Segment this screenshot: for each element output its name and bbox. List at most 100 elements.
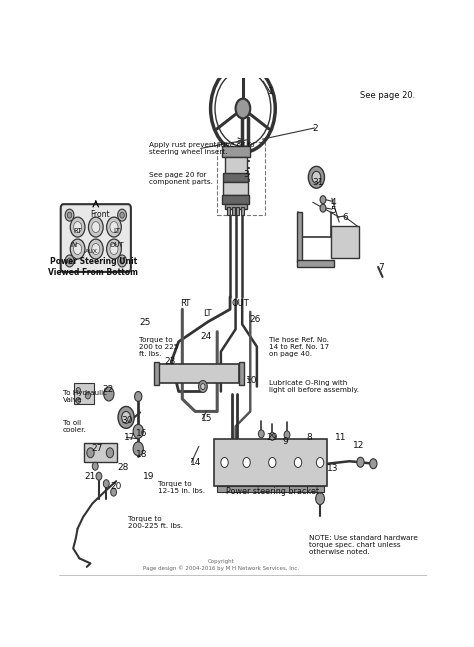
- Text: 16: 16: [136, 430, 147, 439]
- Circle shape: [107, 217, 121, 237]
- Text: See page 20 for
component parts.: See page 20 for component parts.: [149, 171, 213, 185]
- Bar: [222, 195, 249, 204]
- Text: NOTE: Use standard hardware
torque spec. chart unless
otherwise noted.: NOTE: Use standard hardware torque spec.…: [309, 535, 418, 555]
- Bar: [225, 204, 246, 209]
- Circle shape: [118, 406, 134, 428]
- Circle shape: [110, 488, 117, 496]
- Text: 27: 27: [91, 444, 103, 454]
- Text: OUT: OUT: [231, 299, 249, 308]
- Circle shape: [320, 204, 326, 212]
- Circle shape: [135, 391, 142, 401]
- Bar: [297, 212, 302, 262]
- Circle shape: [370, 459, 377, 468]
- Text: To oil
cooler.: To oil cooler.: [63, 420, 87, 433]
- Text: 4: 4: [330, 198, 336, 206]
- Text: Torque to
200-225 ft. lbs.: Torque to 200-225 ft. lbs.: [128, 516, 183, 529]
- Circle shape: [92, 462, 98, 470]
- Text: 1: 1: [268, 87, 273, 96]
- Text: 25: 25: [139, 318, 151, 327]
- Bar: [154, 362, 159, 384]
- Text: 5: 5: [330, 206, 336, 215]
- Text: RT: RT: [73, 228, 82, 234]
- FancyBboxPatch shape: [61, 204, 131, 272]
- Circle shape: [133, 424, 143, 438]
- Bar: [232, 207, 235, 215]
- Circle shape: [236, 99, 250, 118]
- Circle shape: [120, 212, 124, 218]
- Circle shape: [284, 431, 290, 439]
- Text: OUT: OUT: [109, 241, 124, 248]
- Circle shape: [118, 255, 127, 267]
- Circle shape: [96, 472, 102, 480]
- Text: 31: 31: [313, 178, 324, 187]
- Text: LT: LT: [114, 228, 121, 234]
- Text: 19: 19: [143, 472, 155, 481]
- Circle shape: [294, 457, 301, 468]
- Circle shape: [92, 243, 100, 254]
- Text: 29: 29: [267, 433, 278, 442]
- Text: 2: 2: [313, 124, 319, 133]
- Text: 28: 28: [117, 463, 128, 472]
- Circle shape: [76, 397, 81, 404]
- Text: 14: 14: [190, 457, 201, 466]
- Bar: [74, 383, 94, 404]
- Circle shape: [110, 243, 118, 254]
- Text: 9: 9: [283, 437, 288, 446]
- Text: 30: 30: [121, 416, 132, 425]
- Text: AUX: AUX: [85, 248, 98, 254]
- Text: Tie hose Ref. No.
14 to Ref. No. 17
on page 40.: Tie hose Ref. No. 14 to Ref. No. 17 on p…: [269, 336, 329, 356]
- Text: 26: 26: [249, 314, 261, 324]
- Bar: [223, 182, 248, 195]
- Circle shape: [317, 457, 324, 468]
- Text: 13: 13: [328, 464, 339, 473]
- Text: Power steering bracket.: Power steering bracket.: [227, 487, 322, 496]
- Bar: [237, 207, 239, 215]
- Text: 21: 21: [84, 472, 96, 481]
- Circle shape: [89, 239, 103, 259]
- Text: Torque to
200 to 225
ft. lbs.: Torque to 200 to 225 ft. lbs.: [139, 336, 179, 356]
- Text: Torque to
12-15 in. lbs.: Torque to 12-15 in. lbs.: [158, 481, 205, 494]
- Text: Apply rust preventative oil to
steering wheel insert.: Apply rust preventative oil to steering …: [149, 142, 255, 155]
- Circle shape: [316, 492, 325, 505]
- Text: Front: Front: [91, 210, 110, 219]
- Circle shape: [70, 239, 85, 259]
- Bar: [217, 486, 324, 492]
- Text: LT: LT: [204, 309, 212, 318]
- Circle shape: [118, 209, 127, 221]
- Text: 18: 18: [136, 450, 147, 459]
- Text: 17: 17: [124, 433, 136, 442]
- Text: 20: 20: [110, 481, 121, 490]
- Circle shape: [92, 222, 100, 232]
- Text: 6: 6: [342, 213, 348, 222]
- Bar: [84, 443, 117, 462]
- Circle shape: [67, 258, 72, 264]
- Text: See page 20.: See page 20.: [360, 91, 416, 100]
- Circle shape: [73, 243, 82, 254]
- Circle shape: [269, 432, 275, 441]
- Text: 23: 23: [164, 357, 176, 366]
- Circle shape: [107, 239, 121, 259]
- Circle shape: [70, 217, 85, 237]
- Text: 10: 10: [246, 375, 257, 384]
- Text: Copyright
Page design © 2004-2016 by M H Network Services, Inc.: Copyright Page design © 2004-2016 by M H…: [143, 559, 299, 571]
- Bar: [297, 260, 334, 267]
- Circle shape: [76, 388, 81, 393]
- Circle shape: [89, 217, 103, 237]
- Circle shape: [236, 98, 250, 118]
- Text: 24: 24: [201, 332, 212, 341]
- Text: To Hydraulic
Valve: To Hydraulic Valve: [63, 390, 107, 403]
- Text: 3: 3: [243, 170, 249, 179]
- Text: 7: 7: [378, 263, 384, 272]
- Bar: [217, 142, 265, 215]
- Text: IN: IN: [70, 241, 78, 248]
- Circle shape: [312, 171, 321, 183]
- Bar: [241, 207, 244, 215]
- Circle shape: [106, 448, 114, 458]
- Text: 22: 22: [102, 384, 114, 393]
- Circle shape: [73, 222, 82, 232]
- Text: 8: 8: [307, 433, 312, 442]
- Circle shape: [357, 457, 364, 467]
- Bar: [228, 207, 230, 215]
- Circle shape: [103, 479, 109, 488]
- Text: Lubricate O-Ring with
light oil before assembly.: Lubricate O-Ring with light oil before a…: [269, 380, 359, 393]
